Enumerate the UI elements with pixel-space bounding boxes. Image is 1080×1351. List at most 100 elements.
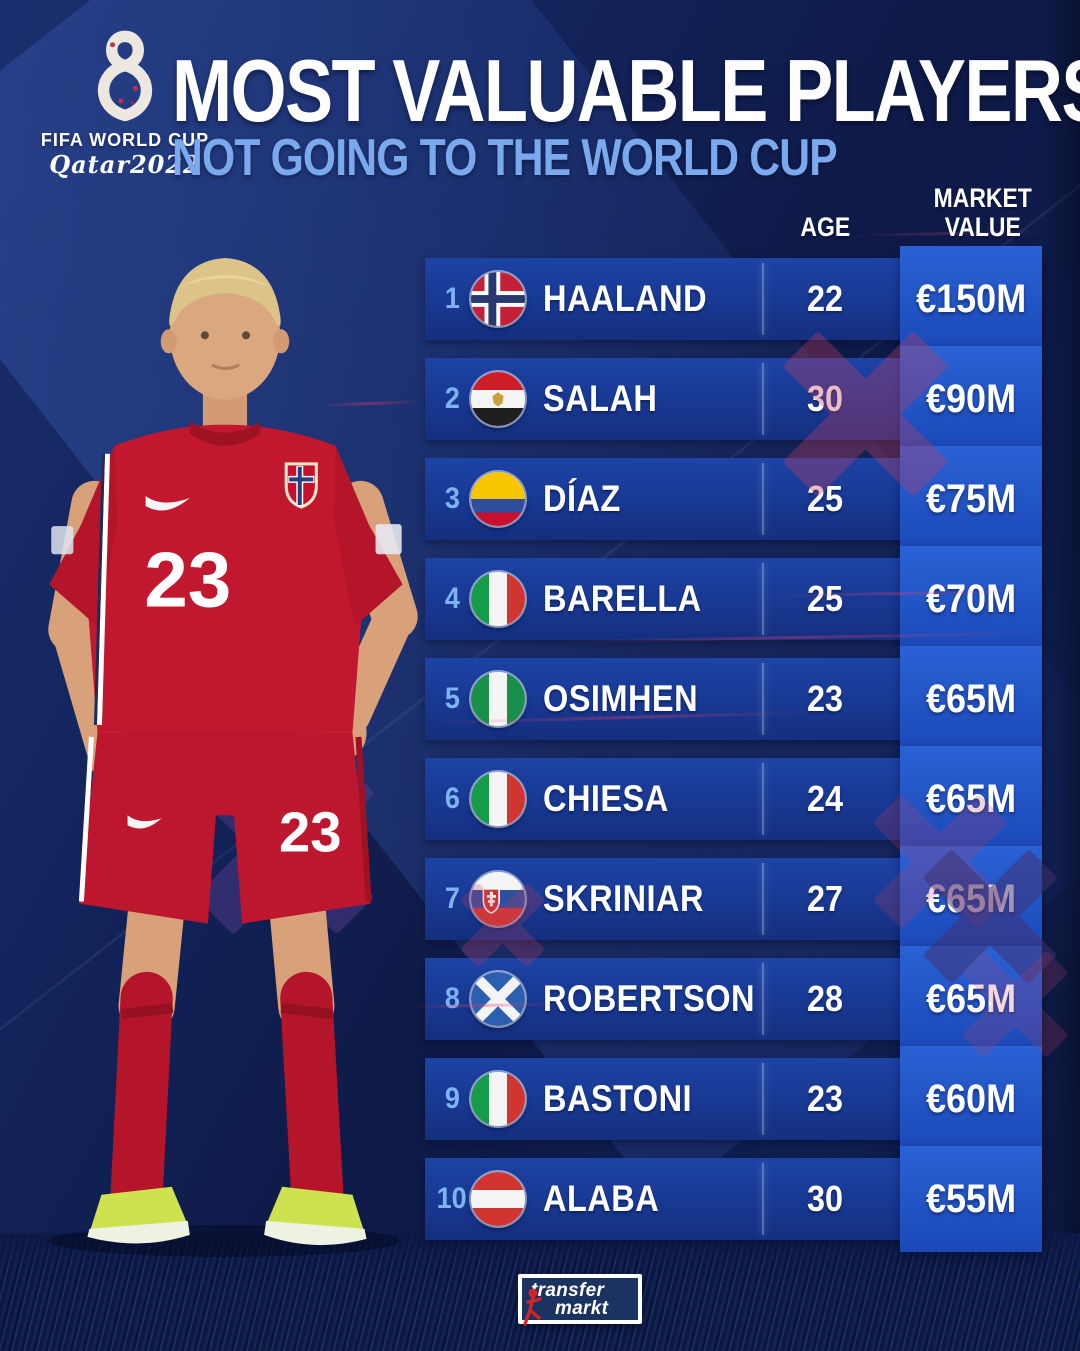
player-rank-label: 1 (444, 282, 460, 315)
player-photo: 23 23 (48, 258, 418, 1257)
player-age: 23 (770, 658, 880, 740)
scratch-line (319, 400, 421, 407)
flag-norway-icon (471, 272, 525, 326)
transfermarkt-word-bottom: markt (555, 1298, 609, 1319)
player-rank: 10 (429, 1158, 475, 1240)
market-value-label: €65M (925, 677, 1017, 721)
player-rank: 2 (429, 358, 475, 440)
player-age: 25 (770, 558, 880, 640)
column-divider (762, 963, 764, 1035)
player-row: 10 ALABA 30 €55M (425, 1146, 1042, 1252)
market-value-cell: €55M (900, 1146, 1042, 1252)
player-row: 5 OSIMHEN 23 €65M (425, 646, 1042, 752)
column-divider (762, 763, 764, 835)
market-value-label: €75M (925, 477, 1017, 521)
player-age-label: 27 (806, 878, 844, 919)
player-rank: 3 (429, 458, 475, 540)
player-age-label: 25 (806, 578, 844, 619)
player-rank: 5 (429, 658, 475, 740)
player-age: 30 (770, 1158, 880, 1240)
player-name: DÍAZ (543, 458, 631, 540)
player-rank-label: 6 (444, 782, 460, 815)
player-age: 23 (770, 1058, 880, 1140)
player-name-label: HAALAND (543, 278, 708, 319)
player-name-label: BARELLA (543, 578, 702, 619)
market-value-cell: €75M (900, 446, 1042, 552)
transfermarkt-word-top: transfer (531, 1280, 605, 1301)
player-age: 30 (770, 358, 880, 440)
player-name-label: CHIESA (543, 778, 669, 819)
market-value-label: €60M (925, 1077, 1017, 1121)
market-value-label: €65M (925, 777, 1017, 821)
player-row: 2 SALAH 30 €90M (425, 346, 1042, 452)
flag-austria-icon (471, 1172, 525, 1226)
player-row: 3 DÍAZ 25 €75M (425, 446, 1042, 552)
flag-italy-icon (471, 772, 525, 826)
market-value-cell: €70M (900, 546, 1042, 652)
market-value-label: €65M (925, 977, 1017, 1021)
player-rank: 7 (429, 858, 475, 940)
player-row: 1 HAALAND 22 €150M (425, 246, 1042, 352)
player-name: ROBERTSON (543, 958, 784, 1040)
flag-scotland-icon (471, 972, 525, 1026)
jersey-chest-number: 23 (144, 535, 231, 623)
market-value-cell: €65M (900, 646, 1042, 752)
player-age-label: 25 (806, 478, 844, 519)
player-rank: 4 (429, 558, 475, 640)
player-name: CHIESA (543, 758, 686, 840)
right-edge-shade (1042, 0, 1080, 1351)
flag-italy-icon (471, 572, 525, 626)
market-value-label: €65M (925, 877, 1017, 921)
player-rank-label: 9 (444, 1082, 460, 1115)
player-age: 22 (770, 258, 880, 340)
column-divider (762, 563, 764, 635)
player-rank-label: 5 (444, 682, 460, 715)
flag-egypt-icon (471, 372, 525, 426)
player-age: 24 (770, 758, 880, 840)
market-value-cell: €60M (900, 1046, 1042, 1152)
player-name: OSIMHEN (543, 658, 719, 740)
column-divider (762, 863, 764, 935)
player-name-label: OSIMHEN (543, 678, 699, 719)
player-age-label: 23 (806, 678, 844, 719)
page-subtitle: NOT GOING TO THE WORLD CUP (172, 129, 838, 187)
page-title: MOST VALUABLE PLAYERS (172, 41, 1080, 140)
player-rank: 8 (429, 958, 475, 1040)
flag-italy-icon (471, 1072, 525, 1126)
player-row: 4 BARELLA 25 €70M (425, 546, 1042, 652)
player-rank-label: 8 (444, 982, 460, 1015)
column-header-age: AGE (800, 212, 850, 242)
player-name-label: BASTONI (543, 1078, 693, 1119)
market-value-cell: €65M (900, 746, 1042, 852)
shorts-number: 23 (279, 800, 342, 863)
player-rank-label: 4 (444, 582, 460, 615)
column-divider (762, 663, 764, 735)
player-name-label: SKRINIAR (543, 878, 704, 919)
table-rows: 1 HAALAND 22 €150M 2 SALAH 30 €90M 3 DÍAZ 25 €75M 4 B… (425, 246, 1042, 1258)
player-age-label: 23 (806, 1078, 844, 1119)
player-rank-label: 2 (444, 382, 460, 415)
qatar-2022-label: Qatar2022 (49, 150, 201, 179)
transfermarkt-logo-panel: transfer markt (522, 1278, 638, 1326)
column-divider (762, 463, 764, 535)
market-value-label: €150M (915, 277, 1027, 321)
flag-colombia-icon (471, 472, 525, 526)
column-divider (762, 363, 764, 435)
player-row: 9 BASTONI 23 €60M (425, 1046, 1042, 1152)
flag-nigeria-icon (471, 672, 525, 726)
market-value-label: €70M (925, 577, 1017, 621)
column-divider (762, 263, 764, 335)
player-rank-label: 3 (444, 482, 460, 515)
player-name: BARELLA (543, 558, 723, 640)
player-age-label: 28 (806, 978, 844, 1019)
qatar-2022-emblem-icon (97, 30, 153, 122)
flag-slovakia-icon (471, 872, 525, 926)
market-value-cell: €65M (900, 846, 1042, 952)
player-rank: 6 (429, 758, 475, 840)
player-name: SKRINIAR (543, 858, 726, 940)
player-age-label: 22 (806, 278, 844, 319)
player-rank: 1 (429, 258, 475, 340)
player-age: 27 (770, 858, 880, 940)
market-value-cell: €65M (900, 946, 1042, 1052)
